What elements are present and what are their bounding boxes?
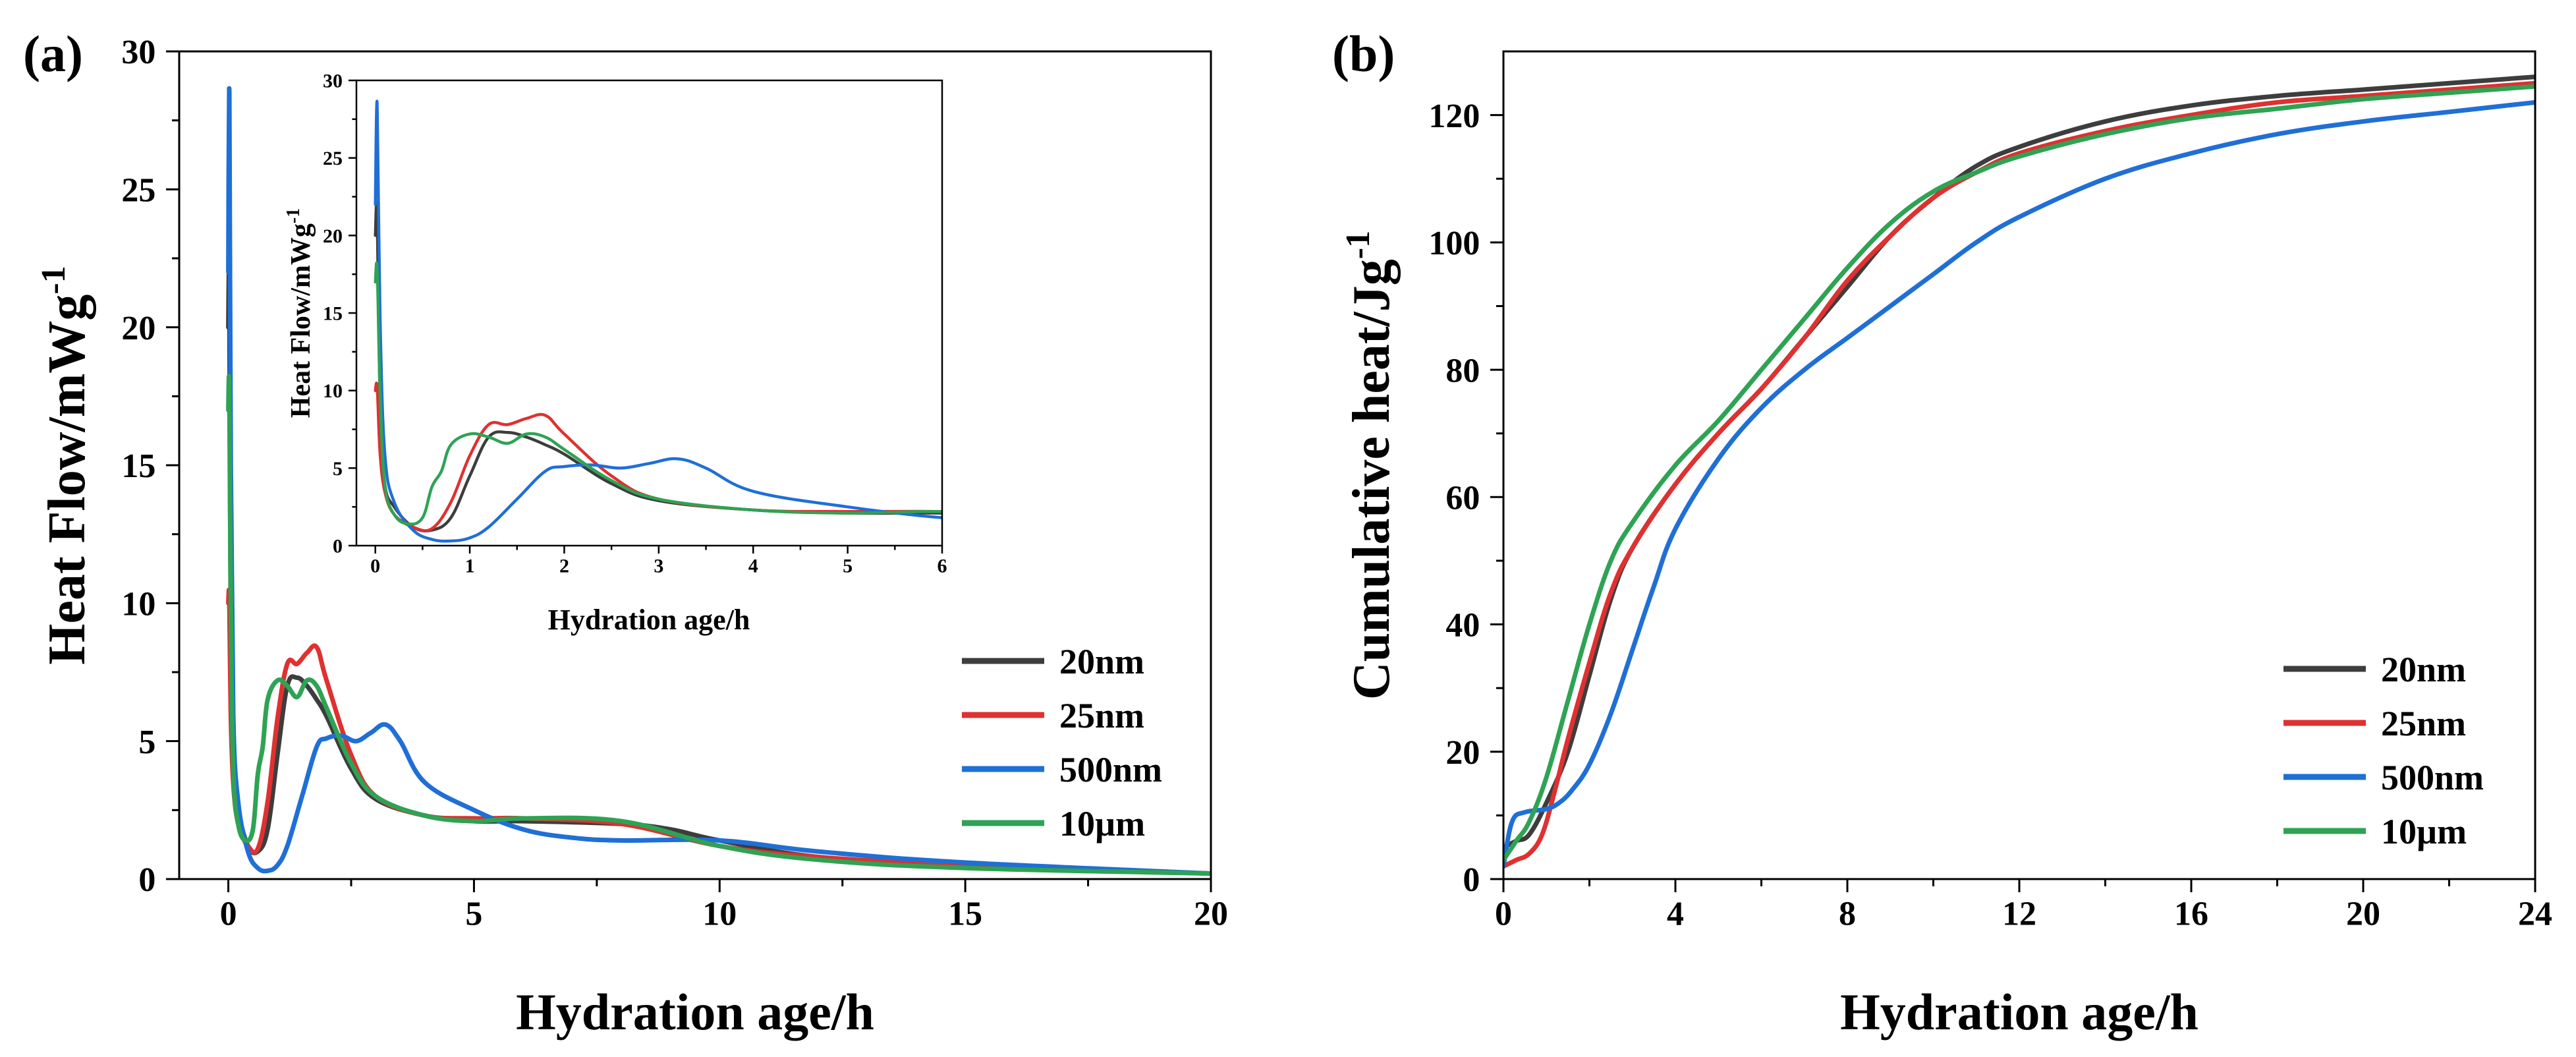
panel-b-chart: (b) 0 4 8 12 16 20 24 0 20 40 60 80 100 120 Hydration… bbox=[1332, 25, 2552, 1041]
inset-plot-frame bbox=[355, 79, 943, 547]
inset-background bbox=[356, 80, 942, 546]
panel-b-plot-frame bbox=[1502, 50, 2536, 880]
series-line-10µm bbox=[374, 261, 942, 526]
panel-b-y-axis-title-main: Cumulative heat/Jg bbox=[1343, 259, 1401, 700]
x-tick-label: 3 bbox=[654, 556, 663, 577]
panel-b-x-axis-title: Hydration age/h bbox=[1840, 983, 2198, 1041]
panel-a-y-axis-title: Heat Flow/mWg-1 bbox=[35, 266, 96, 664]
y-tick-label: 20 bbox=[121, 310, 155, 347]
x-tick-label: 6 bbox=[938, 556, 947, 577]
y-tick-label: 30 bbox=[121, 34, 155, 71]
y-tick-label: 0 bbox=[1463, 861, 1480, 899]
y-tick-label: 15 bbox=[121, 447, 155, 485]
inset-series-lines bbox=[374, 100, 942, 543]
y-tick-label: 20 bbox=[1445, 734, 1480, 772]
panel-b-label: (b) bbox=[1332, 25, 1395, 82]
legend-label-20nm: 20nm bbox=[2381, 650, 2466, 689]
y-tick-label: 20 bbox=[323, 225, 343, 247]
panel-b-y-axis-title-superscript: -1 bbox=[1339, 231, 1377, 259]
legend-label-25nm: 25nm bbox=[1059, 696, 1144, 735]
y-tick-label: 15 bbox=[323, 303, 343, 325]
panel-a-x-axis-title: Hydration age/h bbox=[516, 983, 874, 1041]
panel-b-legend: 20nm 25nm 500nm 10µm bbox=[2283, 650, 2484, 851]
y-tick-label: 0 bbox=[138, 861, 155, 899]
y-tick-label: 10 bbox=[323, 380, 343, 402]
y-tick-label: 100 bbox=[1428, 225, 1480, 262]
panel-a-legend: 20nm 25nm 500nm 10µm bbox=[962, 642, 1162, 843]
panel-b-y-axis-title: Cumulative heat/Jg-1 bbox=[1339, 231, 1401, 700]
x-tick-label: 1 bbox=[465, 556, 475, 577]
x-tick-label: 5 bbox=[465, 895, 482, 932]
legend-label-10µm: 10µm bbox=[1059, 804, 1145, 843]
inset-y-axis-title: Heat Flow/mWg-1 bbox=[283, 208, 316, 418]
x-tick-label: 0 bbox=[220, 895, 237, 932]
panel-a-y-axis-title-superscript: -1 bbox=[35, 266, 72, 294]
y-tick-label: 40 bbox=[1445, 607, 1480, 644]
x-tick-label: 0 bbox=[370, 556, 380, 577]
panel-a-series-lines bbox=[226, 86, 1211, 876]
panel-a-plot-frame bbox=[178, 50, 1212, 880]
panel-b-axes: 0 4 8 12 16 20 24 0 20 40 60 80 100 120 bbox=[1428, 98, 2552, 933]
x-tick-label: 4 bbox=[748, 556, 758, 577]
x-tick-label: 16 bbox=[2174, 895, 2208, 932]
series-line-500nm bbox=[1503, 100, 2535, 869]
y-tick-label: 10 bbox=[121, 586, 155, 623]
legend-label-20nm: 20nm bbox=[1059, 642, 1144, 681]
panel-b-series-lines bbox=[1503, 74, 2535, 869]
inset-y-axis-title-superscript: -1 bbox=[283, 208, 304, 223]
inset-axes: 0 1 2 3 4 5 6 0 5 10 15 20 25 30 bbox=[323, 71, 947, 577]
series-line-20nm bbox=[1503, 74, 2535, 850]
x-tick-label: 10 bbox=[702, 895, 737, 932]
x-tick-label: 4 bbox=[1667, 895, 1684, 932]
x-tick-label: 5 bbox=[843, 556, 853, 577]
y-tick-label: 80 bbox=[1445, 352, 1480, 389]
panel-a-y-axis-title-main: Heat Flow/mWg bbox=[38, 295, 96, 665]
inset-y-axis-title-main: Heat Flow/mWg bbox=[286, 223, 316, 418]
legend-label-25nm: 25nm bbox=[2381, 704, 2466, 743]
y-tick-label: 60 bbox=[1445, 480, 1480, 517]
series-line-25nm bbox=[1503, 80, 2535, 869]
x-tick-label: 12 bbox=[2002, 895, 2036, 932]
series-line-10µm bbox=[1503, 84, 2535, 863]
y-tick-label: 25 bbox=[323, 148, 343, 169]
panel-a-inset-chart: 0 1 2 3 4 5 6 0 5 10 15 20 25 30 Hydration age/h Heat… bbox=[283, 71, 947, 637]
x-tick-label: 20 bbox=[2346, 895, 2380, 932]
x-tick-label: 15 bbox=[948, 895, 982, 932]
y-tick-label: 30 bbox=[323, 71, 343, 92]
x-tick-label: 24 bbox=[2518, 895, 2552, 932]
legend-label-500nm: 500nm bbox=[1059, 750, 1162, 789]
series-line-10µm bbox=[226, 374, 1211, 876]
inset-x-axis-title: Hydration age/h bbox=[548, 604, 750, 636]
panel-a-label: (a) bbox=[23, 25, 83, 82]
x-tick-label: 20 bbox=[1194, 895, 1228, 932]
y-tick-label: 25 bbox=[121, 172, 155, 210]
x-tick-label: 0 bbox=[1495, 895, 1512, 932]
y-tick-label: 120 bbox=[1428, 98, 1480, 135]
x-tick-label: 2 bbox=[559, 556, 569, 577]
series-line-500nm bbox=[374, 100, 942, 543]
y-tick-label: 5 bbox=[138, 724, 155, 761]
legend-label-500nm: 500nm bbox=[2381, 758, 2484, 797]
y-tick-label: 0 bbox=[333, 536, 343, 557]
series-line-20nm bbox=[374, 200, 942, 533]
legend-label-10µm: 10µm bbox=[2381, 812, 2467, 851]
x-tick-label: 8 bbox=[1839, 895, 1856, 932]
y-tick-label: 5 bbox=[333, 458, 343, 480]
